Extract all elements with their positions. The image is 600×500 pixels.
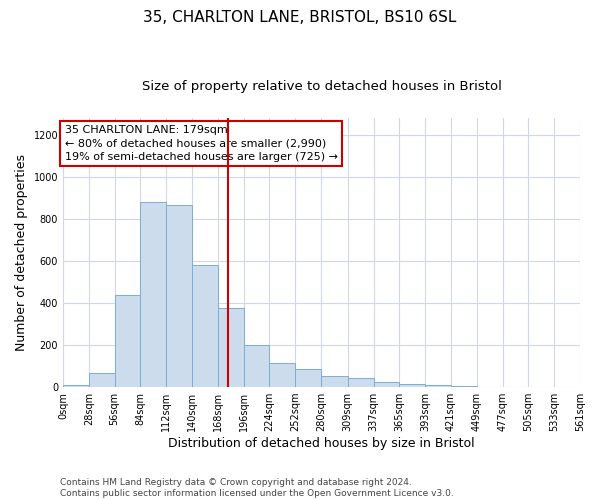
Bar <box>218 308 244 387</box>
Bar <box>425 385 451 387</box>
Bar <box>295 369 321 387</box>
X-axis label: Distribution of detached houses by size in Bristol: Distribution of detached houses by size … <box>168 437 475 450</box>
Text: 35 CHARLTON LANE: 179sqm
← 80% of detached houses are smaller (2,990)
19% of sem: 35 CHARLTON LANE: 179sqm ← 80% of detach… <box>65 125 338 162</box>
Bar <box>166 205 192 387</box>
Bar <box>321 376 348 387</box>
Bar <box>374 382 400 387</box>
Y-axis label: Number of detached properties: Number of detached properties <box>15 154 28 351</box>
Title: Size of property relative to detached houses in Bristol: Size of property relative to detached ho… <box>142 80 502 93</box>
Bar <box>115 294 140 387</box>
Bar <box>451 386 477 387</box>
Bar <box>400 384 425 387</box>
Bar <box>348 378 374 387</box>
Bar <box>269 363 295 387</box>
Bar <box>63 384 89 387</box>
Text: 35, CHARLTON LANE, BRISTOL, BS10 6SL: 35, CHARLTON LANE, BRISTOL, BS10 6SL <box>143 10 457 25</box>
Bar <box>244 345 269 387</box>
Bar <box>140 202 166 387</box>
Bar <box>89 374 115 387</box>
Bar <box>192 265 218 387</box>
Text: Contains HM Land Registry data © Crown copyright and database right 2024.
Contai: Contains HM Land Registry data © Crown c… <box>60 478 454 498</box>
